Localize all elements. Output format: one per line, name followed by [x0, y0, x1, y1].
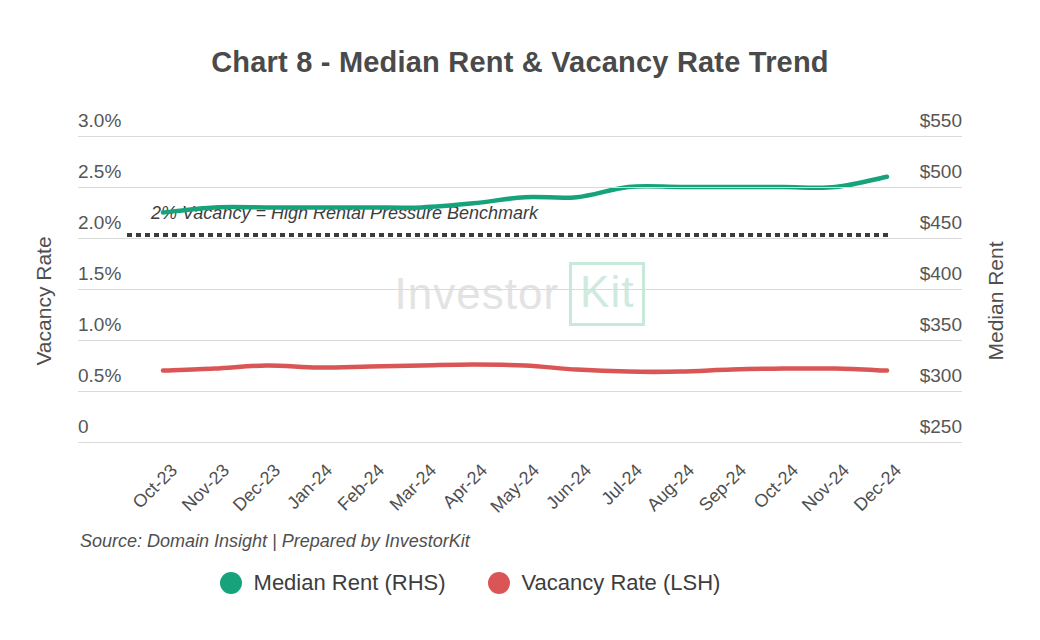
series-line-vacancy-rate	[163, 364, 887, 371]
gridline	[78, 136, 962, 137]
left-axis-tick: 1.0%	[78, 314, 121, 336]
right-axis-tick: $250	[920, 416, 962, 438]
legend-label: Median Rent (RHS)	[254, 570, 446, 596]
x-axis-label: Jul-24	[598, 460, 648, 510]
x-axis-label: Dec-23	[229, 460, 285, 516]
gridline	[78, 340, 962, 341]
chart-card: Chart 8 - Median Rent & Vacancy Rate Tre…	[0, 0, 1040, 640]
source-note: Source: Domain Insight | Prepared by Inv…	[80, 531, 470, 552]
left-axis-tick: 0.5%	[78, 365, 121, 387]
gridline	[78, 238, 962, 239]
watermark-kit-box: Kit	[569, 262, 645, 326]
x-axis-label: Nov-23	[178, 460, 234, 516]
benchmark-dotted-line	[127, 233, 888, 237]
x-axis-label: Mar-24	[385, 460, 440, 515]
left-axis-tick: 2.0%	[78, 212, 121, 234]
x-axis-label: Jun-24	[542, 460, 596, 514]
gridline	[78, 289, 962, 290]
left-axis-tick: 3.0%	[78, 110, 121, 132]
right-axis-tick: $400	[920, 263, 962, 285]
right-axis-tick: $350	[920, 314, 962, 336]
x-axis-label: Aug-24	[643, 460, 699, 516]
legend: Median Rent (RHS) Vacancy Rate (LSH)	[0, 570, 940, 596]
x-axis-label: Jan-24	[283, 460, 337, 514]
left-axis-title: Vacancy Rate	[32, 235, 56, 367]
watermark-kit-text: Kit	[580, 267, 634, 316]
right-axis-tick: $450	[920, 212, 962, 234]
legend-item: Median Rent (RHS)	[220, 570, 446, 596]
gridline	[78, 442, 962, 443]
left-axis-tick: 0	[78, 416, 89, 438]
right-axis-tick: $550	[920, 110, 962, 132]
left-axis-tick: 1.5%	[78, 263, 121, 285]
x-axis-label: Oct-23	[129, 460, 182, 513]
legend-item: Vacancy Rate (LSH)	[488, 570, 721, 596]
legend-label: Vacancy Rate (LSH)	[522, 570, 721, 596]
gridline	[78, 187, 962, 188]
left-axis-tick: 2.5%	[78, 161, 121, 183]
benchmark-annotation: 2% Vacancy = High Rental Pressure Benchm…	[151, 203, 538, 224]
legend-dot-icon	[220, 572, 242, 594]
x-axis-label: Apr-24	[439, 460, 492, 513]
investorkit-watermark: Investor Kit	[0, 262, 1040, 326]
x-axis-label: Nov-24	[798, 460, 854, 516]
x-axis-label: Dec-24	[850, 460, 906, 516]
x-axis-label: Feb-24	[334, 460, 389, 515]
gridline	[78, 391, 962, 392]
x-axis-label: Oct-24	[749, 460, 802, 513]
x-axis-label: May-24	[487, 460, 544, 517]
legend-dot-icon	[488, 572, 510, 594]
x-axis-label: Sep-24	[695, 460, 751, 516]
right-axis-title: Median Rent	[984, 235, 1008, 367]
watermark-investor-text: Investor	[395, 269, 560, 319]
right-axis-tick: $500	[920, 161, 962, 183]
right-axis-tick: $300	[920, 365, 962, 387]
